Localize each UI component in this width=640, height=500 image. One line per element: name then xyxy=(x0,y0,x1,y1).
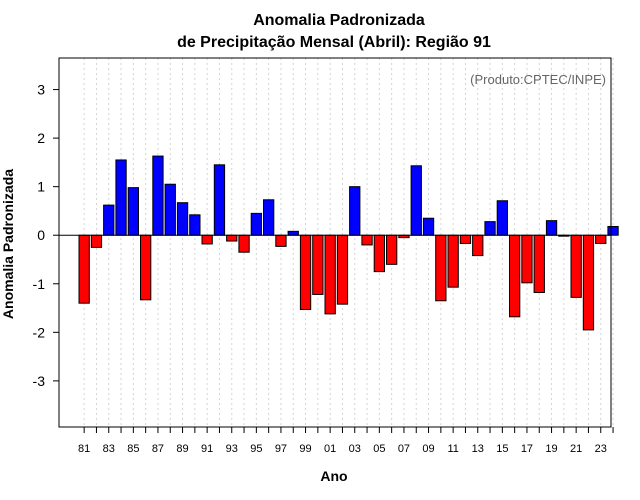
x-tick-label: 05 xyxy=(373,443,385,455)
x-tick-label: 99 xyxy=(299,443,311,455)
bar-14 xyxy=(484,221,496,236)
grid xyxy=(83,58,614,427)
bar-16 xyxy=(509,234,521,318)
bar-02 xyxy=(336,234,349,305)
bar-85 xyxy=(127,187,139,236)
bar-89 xyxy=(176,202,189,236)
credit-text: (Produto:CPTEC/INPE) xyxy=(470,72,606,87)
bar-94 xyxy=(238,234,250,253)
bar-00 xyxy=(312,234,324,295)
x-axis-title: Ano xyxy=(320,468,347,484)
bar-90 xyxy=(189,214,201,236)
x-tick-label: 01 xyxy=(324,443,336,455)
bar-97 xyxy=(275,234,287,247)
bar-06 xyxy=(386,234,398,265)
bar-84 xyxy=(115,159,127,236)
bar-11 xyxy=(447,234,459,288)
bar-23 xyxy=(595,234,607,244)
x-tick-label: 95 xyxy=(250,443,262,455)
y-axis-title: Anomalia Padronizada xyxy=(0,169,16,319)
bar-03 xyxy=(349,186,361,236)
bar-01 xyxy=(324,234,336,315)
x-tick-label: 97 xyxy=(275,443,287,455)
bar-95 xyxy=(250,212,262,236)
bar-83 xyxy=(103,204,115,236)
bar-12 xyxy=(459,234,472,244)
chart-title-line2: de Precipitação Mensal (Abril): Região 9… xyxy=(177,34,491,51)
x-tick-label: 87 xyxy=(152,443,164,455)
bar-81 xyxy=(78,234,90,304)
x-tick-label: 19 xyxy=(545,443,557,455)
bar-96 xyxy=(263,199,275,236)
x-tick-label: 13 xyxy=(472,443,484,455)
bar-10 xyxy=(435,234,447,302)
bar-98 xyxy=(287,230,299,236)
bar-18 xyxy=(533,234,545,294)
bar-13 xyxy=(472,234,484,257)
bar-17 xyxy=(521,234,533,284)
bars xyxy=(78,155,619,331)
x-tick-label: 07 xyxy=(398,443,410,455)
bar-22 xyxy=(582,234,595,331)
bar-04 xyxy=(361,234,373,246)
y-tick-label: -2 xyxy=(33,324,46,340)
x-tick-label: 83 xyxy=(103,443,115,455)
plot-frame xyxy=(58,57,612,428)
bar-88 xyxy=(164,183,176,236)
x-axis: 81 83 85 87 89 91 93 95 97 99 01 03 05 07 09 11 13 15 17 19… xyxy=(78,427,614,455)
bar-91 xyxy=(201,234,213,245)
bar-82 xyxy=(90,234,103,248)
x-tick-label: 09 xyxy=(422,443,434,455)
bar-87 xyxy=(152,155,164,236)
x-tick-label: 11 xyxy=(447,443,458,455)
bar-08 xyxy=(410,165,422,236)
bar-05 xyxy=(373,234,386,273)
bar-99 xyxy=(299,234,312,311)
y-tick-label: -1 xyxy=(33,276,46,292)
y-tick-label: 0 xyxy=(37,227,45,243)
x-tick-label: 21 xyxy=(570,443,582,455)
y-tick-label: 3 xyxy=(37,82,45,98)
bar-86 xyxy=(140,234,152,301)
bar-21 xyxy=(570,234,582,298)
y-tick-label: 1 xyxy=(37,179,45,195)
x-tick-label: 85 xyxy=(127,443,139,455)
x-tick-label: 17 xyxy=(521,443,533,455)
bar-92 xyxy=(213,164,226,236)
x-tick-label: 91 xyxy=(201,443,213,455)
bar-24 xyxy=(607,225,619,236)
chart-title-line1: Anomalia Padronizada xyxy=(253,12,425,29)
x-tick-label: 23 xyxy=(595,443,607,455)
bar-09 xyxy=(422,217,435,236)
bar-93 xyxy=(226,234,238,242)
x-tick-label: 89 xyxy=(176,443,188,455)
x-tick-label: 93 xyxy=(226,443,238,455)
bar-15 xyxy=(496,200,509,236)
y-tick-label: -3 xyxy=(33,373,46,389)
x-tick-label: 03 xyxy=(349,443,361,455)
y-axis: -3 -2 -1 0 1 2 3 xyxy=(33,82,59,389)
x-tick-label: 81 xyxy=(78,443,90,455)
bar-19 xyxy=(545,220,558,236)
x-tick-label: 15 xyxy=(496,443,508,455)
y-tick-label: 2 xyxy=(37,130,45,146)
